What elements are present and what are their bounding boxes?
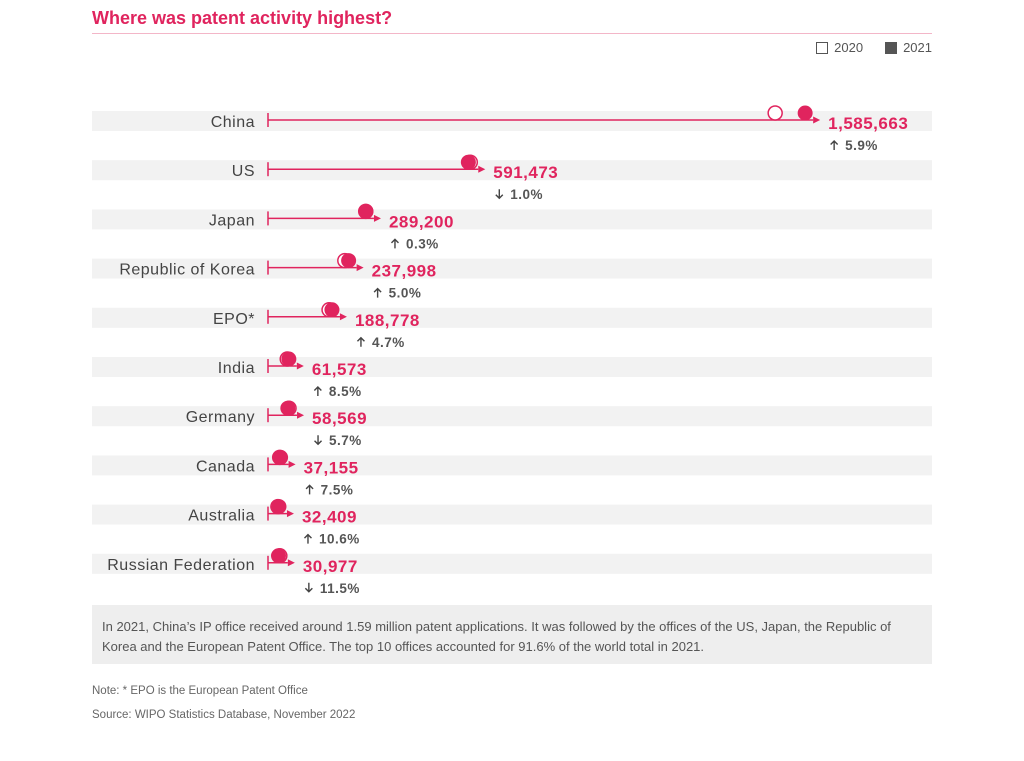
value-label: 37,155 xyxy=(304,458,359,477)
value-label: 188,778 xyxy=(355,311,420,330)
change-label: 10.6% xyxy=(319,532,360,547)
legend: 2020 2021 xyxy=(816,40,932,55)
change-label: 0.3% xyxy=(406,236,439,251)
dot-2021 xyxy=(460,154,476,170)
down-arrow-icon xyxy=(495,189,504,200)
category-label: Japan xyxy=(209,212,255,229)
arrowhead xyxy=(339,313,347,321)
up-arrow-icon xyxy=(373,287,382,298)
value-label: 58,569 xyxy=(312,409,367,428)
category-label: Canada xyxy=(196,458,255,475)
arrowhead xyxy=(356,264,364,272)
change-label: 5.7% xyxy=(329,433,362,448)
row-band xyxy=(92,160,932,181)
row-band xyxy=(92,455,932,476)
change-label: 11.5% xyxy=(320,581,360,596)
dot-2021 xyxy=(281,351,297,367)
arrowhead xyxy=(373,214,381,222)
legend-label-2020: 2020 xyxy=(834,40,864,55)
title-divider xyxy=(92,33,932,34)
change-label: 5.9% xyxy=(845,138,878,153)
category-label: US xyxy=(232,163,255,180)
row-band xyxy=(92,504,932,525)
arrowhead xyxy=(296,362,304,370)
category-label: India xyxy=(218,360,255,377)
row-band xyxy=(92,258,932,279)
row-band xyxy=(92,209,932,230)
dot-2021 xyxy=(797,105,813,121)
value-label: 61,573 xyxy=(312,360,367,379)
change-label: 1.0% xyxy=(510,187,543,202)
row-band xyxy=(92,307,932,328)
arrowhead xyxy=(813,116,821,124)
dot-2020 xyxy=(767,105,783,121)
up-arrow-icon xyxy=(390,238,399,249)
row-band xyxy=(92,553,932,574)
value-label: 30,977 xyxy=(303,557,358,576)
category-label: Germany xyxy=(186,409,255,426)
dot-2021 xyxy=(270,548,286,564)
up-arrow-icon xyxy=(303,533,312,544)
patent-chart: China 1,585,663 5.9% US 591,473 1.0% Japan 289,… xyxy=(92,105,932,596)
dot-2021 xyxy=(271,499,287,515)
up-arrow-icon xyxy=(313,386,322,396)
change-label: 7.5% xyxy=(321,482,354,497)
category-label: Australia xyxy=(188,508,255,525)
down-arrow-icon xyxy=(314,435,323,446)
value-label: 591,473 xyxy=(493,163,558,182)
chart-title: Where was patent activity highest? xyxy=(92,8,393,28)
legend-swatch-2021 xyxy=(885,41,898,54)
up-arrow-icon xyxy=(356,336,365,347)
value-label: 237,998 xyxy=(372,262,437,281)
footnote: Note: * EPO is the European Patent Offic… xyxy=(92,685,308,697)
category-label: China xyxy=(211,114,255,131)
arrowhead xyxy=(286,510,294,518)
category-label: Russian Federation xyxy=(107,557,255,574)
dot-2021 xyxy=(280,400,296,416)
up-arrow-icon xyxy=(830,140,839,150)
summary-box: In 2021, China’s IP office received arou… xyxy=(92,605,932,664)
value-label: 289,200 xyxy=(389,212,454,231)
legend-label-2021: 2021 xyxy=(903,40,932,55)
category-label: EPO* xyxy=(213,311,255,328)
arrowhead xyxy=(297,411,305,419)
value-label: 1,585,663 xyxy=(828,114,908,133)
value-label: 32,409 xyxy=(302,508,357,527)
dot-2021 xyxy=(358,203,374,219)
up-arrow-icon xyxy=(305,484,314,495)
category-label: Republic of Korea xyxy=(119,262,255,279)
arrowhead xyxy=(287,559,295,567)
change-label: 4.7% xyxy=(372,335,405,350)
down-arrow-icon xyxy=(304,582,313,593)
change-label: 5.0% xyxy=(389,286,422,301)
row-band xyxy=(92,111,932,131)
arrowhead xyxy=(288,460,296,468)
change-label: 8.5% xyxy=(329,384,362,399)
row-band xyxy=(92,406,932,427)
dot-2021 xyxy=(341,253,357,269)
dot-2021 xyxy=(273,449,289,465)
dot-2021 xyxy=(324,302,340,318)
source-note: Source: WIPO Statistics Database, Novemb… xyxy=(92,709,356,721)
arrowhead xyxy=(478,165,486,173)
legend-swatch-2020 xyxy=(816,41,829,54)
row-band xyxy=(92,357,932,377)
